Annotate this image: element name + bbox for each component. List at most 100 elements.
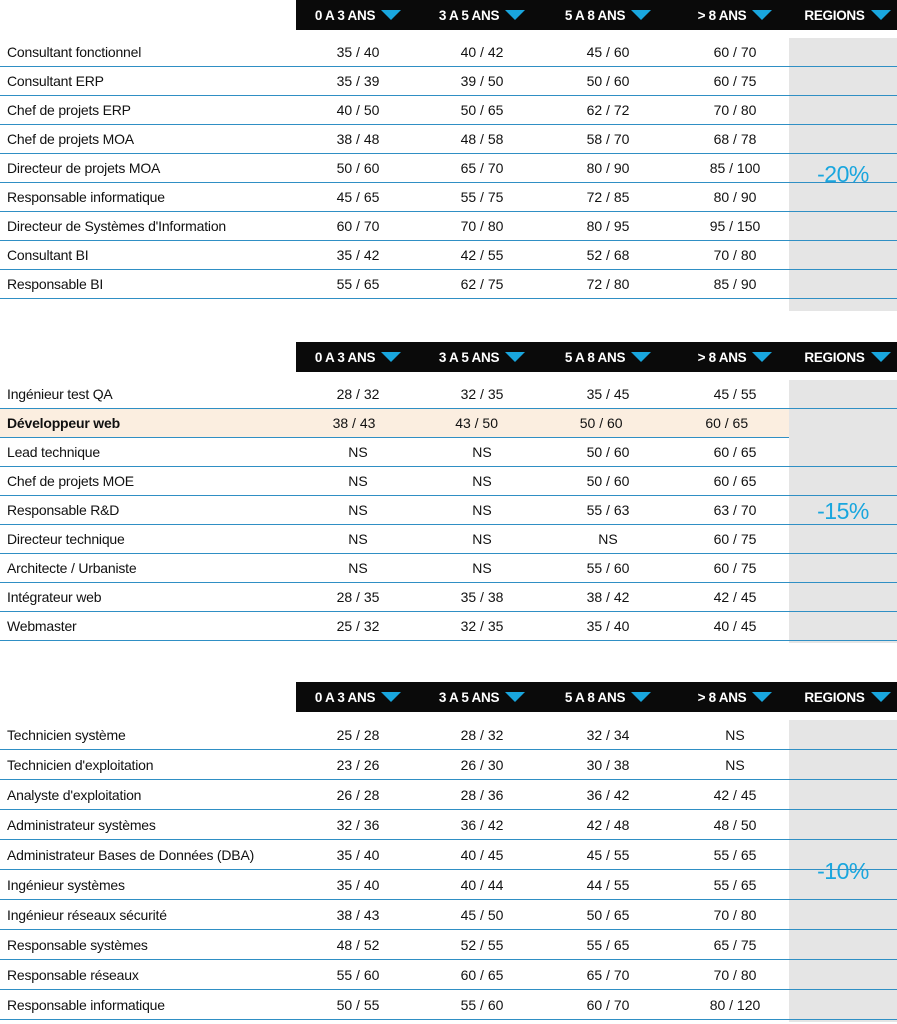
salary-cell: NS [472,560,492,576]
column-header-8-plus[interactable]: > 8 ANS [672,682,798,712]
table-row: Analyste d'exploitation 26 / 28 28 / 36 36 … [0,780,897,810]
salary-cell: 45 / 55 [586,846,630,863]
job-title: Chef de projets ERP [7,102,131,118]
column-header-3-5[interactable]: 3 A 5 ANS [420,682,544,712]
table-row: Chef de projets ERP 40 / 50 50 / 65 62 / 72… [0,96,897,125]
salary-cell: 35 / 39 [336,73,380,89]
table-row-highlighted: Développeur web 38 / 43 43 / 50 50 / 60 60 /… [0,409,789,438]
salary-cell: 25 / 28 [336,726,380,743]
salary-cell: 35 / 38 [460,589,504,605]
table-row: Chef de projets MOE NS NS 50 / 60 60 / 65 [0,467,897,496]
triangle-down-icon [631,692,652,702]
triangle-down-icon [870,10,891,20]
triangle-down-icon [870,692,891,702]
salary-cell: 80 / 90 [586,160,630,176]
salary-cell: 70 / 80 [713,102,757,118]
table-body: -15% Ingénieur test QA 28 / 32 32 / 35 35 /… [0,380,897,643]
triangle-down-icon [752,692,773,702]
salary-cell: 50 / 60 [586,73,630,89]
salary-cell: 55 / 60 [336,966,380,983]
job-title: Chef de projets MOA [7,131,134,147]
salary-cell: 35 / 40 [586,618,630,634]
salary-cell: 40 / 50 [336,102,380,118]
salary-cell: 95 / 150 [709,218,761,234]
job-title: Technicien système [7,726,126,743]
salary-cell: 60 / 75 [713,560,757,576]
salary-cell: 48 / 58 [460,131,504,147]
salary-cell: 32 / 34 [586,726,630,743]
salary-cell: 40 / 45 [713,618,757,634]
salary-cell: NS [348,531,368,547]
job-title: Consultant BI [7,247,89,263]
salary-cell: 42 / 48 [586,816,630,833]
column-header-regions[interactable]: REGIONS [798,0,897,30]
column-header-8-plus[interactable]: > 8 ANS [672,0,798,30]
salary-cell: 44 / 55 [586,876,630,893]
salary-cell: 80 / 95 [586,218,630,234]
salary-cell: 26 / 30 [460,756,504,773]
salary-cell: NS [725,756,745,773]
column-header-5-8[interactable]: 5 A 8 ANS [544,0,672,30]
salary-cell: 60 / 65 [705,415,749,431]
column-header-regions[interactable]: REGIONS [798,342,897,372]
table-row: Consultant fonctionnel 35 / 40 40 / 42 45 /… [0,38,897,67]
column-header-0-3[interactable]: 0 A 3 ANS [296,682,420,712]
salary-cell: 63 / 70 [713,502,757,518]
salary-cell: 25 / 32 [336,618,380,634]
salary-cell: 45 / 60 [586,44,630,60]
table-row: Intégrateur web 28 / 35 35 / 38 38 / 42 42 /… [0,583,897,612]
salary-cell: 38 / 43 [332,415,376,431]
job-title: Consultant fonctionnel [7,44,142,60]
salary-cell: 72 / 80 [586,276,630,292]
table-row: Architecte / Urbaniste NS NS 55 / 60 60 / 75 [0,554,897,583]
region-adjustment: -20% [789,38,897,311]
table-row: Technicien d'exploitation 23 / 26 26 / 30 3… [0,750,897,780]
triangle-down-icon [381,692,402,702]
column-header-3-5[interactable]: 3 A 5 ANS [420,342,544,372]
job-title: Responsable BI [7,276,104,292]
table-row: Ingénieur systèmes 35 / 40 40 / 44 44 / 55 5… [0,870,897,900]
salary-cell: 80 / 120 [709,996,761,1013]
salary-cell: 26 / 28 [336,786,380,803]
job-title: Technicien d'exploitation [7,756,154,773]
salary-cell: 85 / 100 [709,160,761,176]
column-header-8-plus[interactable]: > 8 ANS [672,342,798,372]
column-header-regions[interactable]: REGIONS [798,682,897,712]
column-header-0-3[interactable]: 0 A 3 ANS [296,0,420,30]
column-header-5-8[interactable]: 5 A 8 ANS [544,342,672,372]
column-header-0-3[interactable]: 0 A 3 ANS [296,342,420,372]
salary-cell: 39 / 50 [460,73,504,89]
salary-cell: 50 / 60 [336,160,380,176]
salary-cell: NS [472,473,492,489]
triangle-down-icon [752,10,773,20]
salary-cell: 28 / 32 [460,726,504,743]
table-row: Consultant BI 35 / 42 42 / 55 52 / 68 70 / 8… [0,241,897,270]
salary-cell: 28 / 36 [460,786,504,803]
table-row: Directeur de Systèmes d'Information 60 / … [0,212,897,241]
table-row: Consultant ERP 35 / 39 39 / 50 50 / 60 60 / … [0,67,897,96]
table-row: Ingénieur réseaux sécurité 38 / 43 45 / 50… [0,900,897,930]
salary-cell: 60 / 70 [336,218,380,234]
salary-cell: 65 / 70 [460,160,504,176]
job-title: Responsable réseaux [7,966,139,983]
column-header-3-5[interactable]: 3 A 5 ANS [420,0,544,30]
table-row: Responsable systèmes 48 / 52 52 / 55 55 / 6… [0,930,897,960]
table-row: Directeur technique NS NS NS 60 / 75 [0,525,897,554]
job-title: Consultant ERP [7,73,104,89]
column-header-5-8[interactable]: 5 A 8 ANS [544,682,672,712]
triangle-down-icon [381,352,402,362]
triangle-down-icon [505,10,526,20]
table-row: Lead technique NS NS 50 / 60 60 / 65 [0,438,897,467]
salary-cell: 40 / 42 [460,44,504,60]
job-title: Ingénieur réseaux sécurité [7,906,167,923]
salary-cell: 30 / 38 [586,756,630,773]
salary-cell: 60 / 65 [713,444,757,460]
salary-cell: NS [472,444,492,460]
salary-cell: 42 / 55 [460,247,504,263]
salary-cell: NS [348,473,368,489]
table-row: Responsable réseaux 55 / 60 60 / 65 65 / 70… [0,960,897,990]
salary-cell: 28 / 32 [336,386,380,402]
salary-cell: 55 / 65 [336,276,380,292]
triangle-down-icon [505,692,526,702]
